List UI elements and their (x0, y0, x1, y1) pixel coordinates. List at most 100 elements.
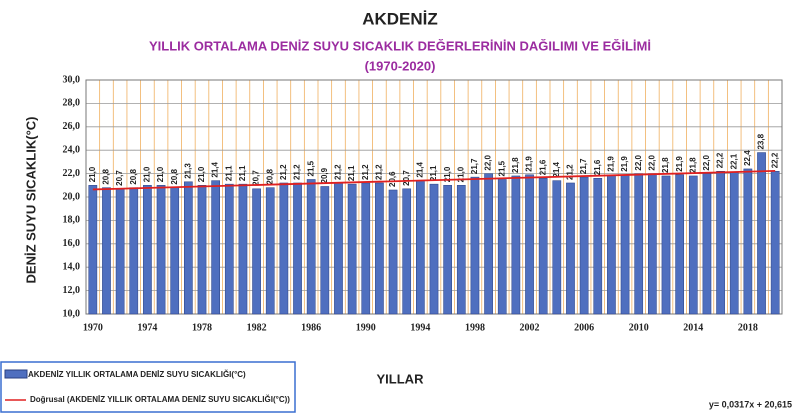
x-tick-label: 2014 (683, 322, 703, 333)
data-label: 21,9 (525, 156, 534, 172)
bar (702, 173, 712, 315)
data-label: 21,0 (197, 166, 206, 182)
bar (416, 180, 425, 315)
legend-label: Doğrusal (AKDENİZ YILLIK ORTALAMA DENİZ … (30, 395, 290, 404)
bar (456, 185, 466, 315)
y-tick-label: 16,0 (63, 238, 81, 249)
bar (770, 171, 780, 315)
data-label: 20,8 (265, 169, 274, 185)
data-label: 21,0 (88, 166, 97, 182)
bar (347, 183, 357, 315)
bar (265, 187, 275, 315)
data-label: 22,4 (743, 150, 752, 166)
y-tick-label: 22,0 (63, 168, 81, 179)
chart-title: AKDENİZ (362, 9, 438, 28)
data-label: 22,0 (702, 154, 711, 170)
data-label: 21,1 (429, 165, 438, 181)
y-tick-label: 30,0 (63, 74, 81, 85)
x-tick-label: 1982 (247, 322, 267, 333)
bar (88, 185, 98, 315)
y-tick-label: 26,0 (63, 121, 81, 132)
data-label: 21,1 (347, 165, 356, 181)
bar (661, 175, 671, 315)
bar (375, 182, 384, 315)
data-label: 21,4 (211, 161, 220, 177)
bar (729, 172, 739, 315)
bar (648, 173, 657, 315)
data-label: 21,3 (183, 163, 192, 179)
data-label: 21,5 (306, 160, 315, 176)
data-label: 20,7 (252, 170, 261, 186)
bar (470, 176, 480, 315)
data-label: 21,6 (593, 159, 602, 175)
data-label: 21,0 (456, 166, 465, 182)
data-label: 20,7 (402, 170, 411, 186)
data-label: 22,0 (484, 154, 493, 170)
bar (497, 179, 507, 315)
bar (443, 185, 452, 315)
bar (361, 182, 371, 315)
data-label: 22,0 (634, 154, 643, 170)
chart-subtitle: (1970-2020) (365, 58, 436, 73)
x-tick-label: 1986 (301, 322, 321, 333)
data-label: 21,4 (415, 161, 424, 177)
bar (675, 174, 684, 315)
data-label: 21,0 (443, 166, 452, 182)
data-label: 21,7 (579, 158, 588, 174)
y-tick-label: 20,0 (63, 191, 81, 202)
bar (634, 173, 644, 315)
bar (156, 185, 166, 315)
bar (252, 188, 261, 315)
data-label: 20,6 (388, 171, 397, 187)
data-label: 21,2 (361, 164, 370, 180)
bar (538, 178, 548, 315)
x-tick-label: 1970 (83, 322, 103, 333)
data-label: 20,7 (115, 170, 124, 186)
bar (566, 182, 575, 315)
x-tick-label: 2002 (520, 322, 540, 333)
bar (115, 188, 125, 315)
x-tick-label: 1974 (137, 322, 157, 333)
legend-label: AKDENİZ YILLIK ORTALAMA DENİZ SUYU SICAK… (28, 370, 246, 379)
data-label: 20,8 (102, 169, 111, 185)
bar (552, 180, 562, 315)
data-label: 21,9 (675, 156, 684, 172)
data-label: 21,2 (375, 164, 384, 180)
bar (525, 174, 534, 315)
data-label: 21,2 (334, 164, 343, 180)
y-tick-label: 24,0 (63, 144, 81, 155)
data-label: 20,9 (320, 167, 329, 183)
data-label: 21,8 (511, 157, 520, 173)
data-label: 21,8 (661, 157, 670, 173)
data-label: 21,9 (607, 156, 616, 172)
bar (593, 178, 603, 315)
bar (102, 187, 111, 315)
data-label: 21,1 (224, 165, 233, 181)
bar (607, 174, 616, 315)
data-label: 21,7 (470, 158, 479, 174)
bar (620, 174, 630, 315)
legend (0, 361, 296, 413)
bar (197, 185, 207, 315)
bar (716, 171, 725, 315)
bar (238, 183, 248, 315)
bar (743, 168, 753, 315)
chart-subtitle: YILLIK ORTALAMA DENİZ SUYU SICAKLIK DEĞE… (149, 38, 651, 53)
data-label: 23,8 (757, 133, 766, 149)
bar (211, 180, 220, 315)
data-label: 20,8 (129, 169, 138, 185)
data-label: 21,1 (238, 165, 247, 181)
data-label: 21,0 (143, 166, 152, 182)
trend-line (92, 169, 776, 191)
y-tick-label: 10,0 (63, 308, 81, 319)
bar (757, 152, 766, 315)
data-label: 21,9 (620, 156, 629, 172)
y-tick-label: 12,0 (63, 285, 81, 296)
bar (306, 179, 316, 315)
x-tick-label: 2006 (574, 322, 594, 333)
data-label: 21,5 (497, 160, 506, 176)
x-tick-label: 1994 (410, 322, 430, 333)
bar (429, 183, 439, 315)
data-label: 21,4 (552, 161, 561, 177)
y-tick-label: 18,0 (63, 215, 81, 226)
